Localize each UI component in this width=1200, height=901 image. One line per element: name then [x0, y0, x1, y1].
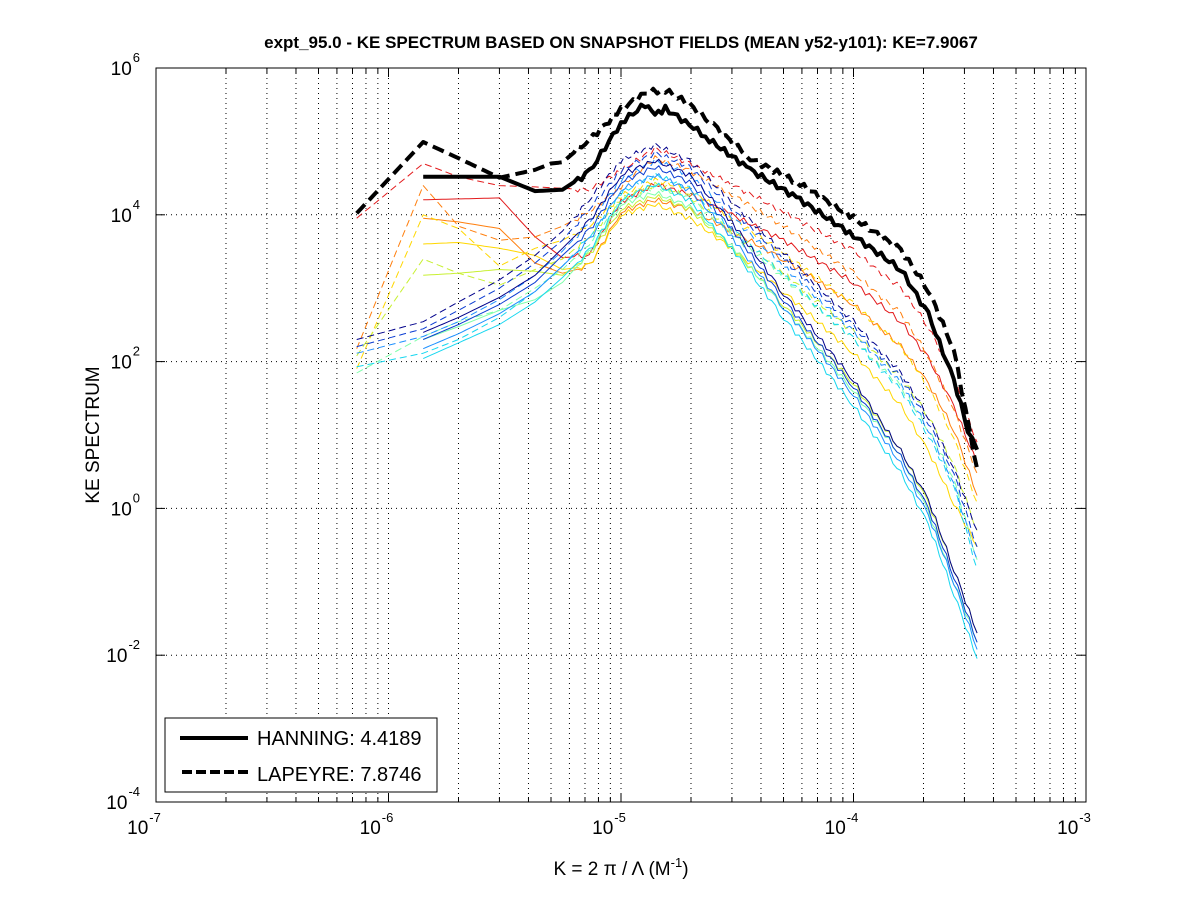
series-line-run-06 [423, 202, 978, 548]
series-line-run-03 [356, 155, 978, 474]
legend-box [164, 717, 438, 793]
legend-label-lapeyre: LAPEYRE: 7.8746 [257, 764, 422, 786]
x-tick-exponent: -3 [1079, 810, 1091, 825]
series-line-run-13 [356, 158, 978, 560]
series-line-run-09 [356, 184, 978, 560]
x-tick-exponent: -4 [847, 810, 859, 825]
series-line-run-14 [423, 173, 978, 650]
y-tick-exponent: 2 [133, 344, 140, 359]
y-tick-base: 10 [111, 59, 132, 80]
y-tick-label: 104 [111, 197, 140, 227]
series-line-run-11 [356, 172, 978, 570]
y-axis-label: KE SPECTRUM [83, 366, 104, 503]
series-line-run-18 [423, 158, 978, 634]
axes-background [156, 68, 1086, 802]
series-line-run-10 [423, 190, 978, 643]
series-layer [355, 86, 980, 659]
x-tick-exponent: -6 [382, 810, 394, 825]
y-tick-base: 10 [106, 646, 127, 667]
legend: HANNING: 4.4189 LAPEYRE: 7.8746 [164, 717, 438, 793]
y-tick-label: 10-2 [106, 637, 140, 667]
x-tick-base: 10 [592, 818, 613, 839]
series-line-run-16 [423, 165, 978, 643]
x-tick-base: 10 [825, 818, 846, 839]
y-tick-exponent: 4 [133, 197, 140, 212]
y-tick-label: 10-4 [106, 784, 140, 814]
x-axis-label-exponent: -1 [671, 855, 683, 870]
y-tick-label: 102 [111, 344, 140, 374]
x-tick-base: 10 [127, 818, 148, 839]
y-tick-exponent: -2 [128, 637, 140, 652]
y-tick-exponent: 0 [133, 490, 140, 505]
y-tick-exponent: -4 [128, 784, 140, 799]
x-axis-label-tail: ) [682, 859, 688, 880]
plot-area [155, 67, 1087, 803]
x-tick-labels: 10-710-610-510-410-3 [127, 810, 1091, 839]
series-line-run-17 [356, 142, 978, 531]
y-tick-base: 10 [111, 353, 132, 374]
series-line-run-04 [423, 197, 978, 496]
minor-ticks [156, 67, 1086, 803]
series-line-hanning [423, 102, 979, 451]
chart-title: expt_95.0 - KE SPECTRUM BASED ON SNAPSHO… [264, 33, 978, 52]
y-tick-base: 10 [111, 206, 132, 227]
x-tick-label: 10-6 [360, 810, 394, 839]
x-tick-exponent: -5 [614, 810, 626, 825]
series-line-run-15 [356, 150, 978, 547]
x-axis-label-main: K = 2 π / Λ (M [553, 859, 670, 880]
y-tick-exponent: 6 [133, 50, 140, 65]
x-tick-base: 10 [360, 818, 381, 839]
series-line-run-08 [423, 194, 978, 634]
x-axis-label: K = 2 π / Λ (M-1) [553, 855, 688, 880]
x-tick-base: 10 [1057, 818, 1078, 839]
legend-label-hanning: HANNING: 4.4189 [257, 728, 422, 750]
series-line-run-12 [422, 182, 978, 659]
x-tick-label: 10-5 [592, 810, 626, 839]
series-line-lapeyre [355, 86, 980, 469]
y-tick-label: 100 [111, 490, 140, 520]
x-tick-label: 10-3 [1057, 810, 1091, 839]
x-tick-exponent: -7 [149, 810, 161, 825]
y-tick-label: 106 [111, 50, 140, 80]
y-tick-base: 10 [111, 499, 132, 520]
x-tick-label: 10-4 [825, 810, 859, 839]
x-tick-label: 10-7 [127, 810, 161, 839]
y-tick-base: 10 [106, 793, 127, 814]
series-line-run-07 [356, 181, 978, 531]
